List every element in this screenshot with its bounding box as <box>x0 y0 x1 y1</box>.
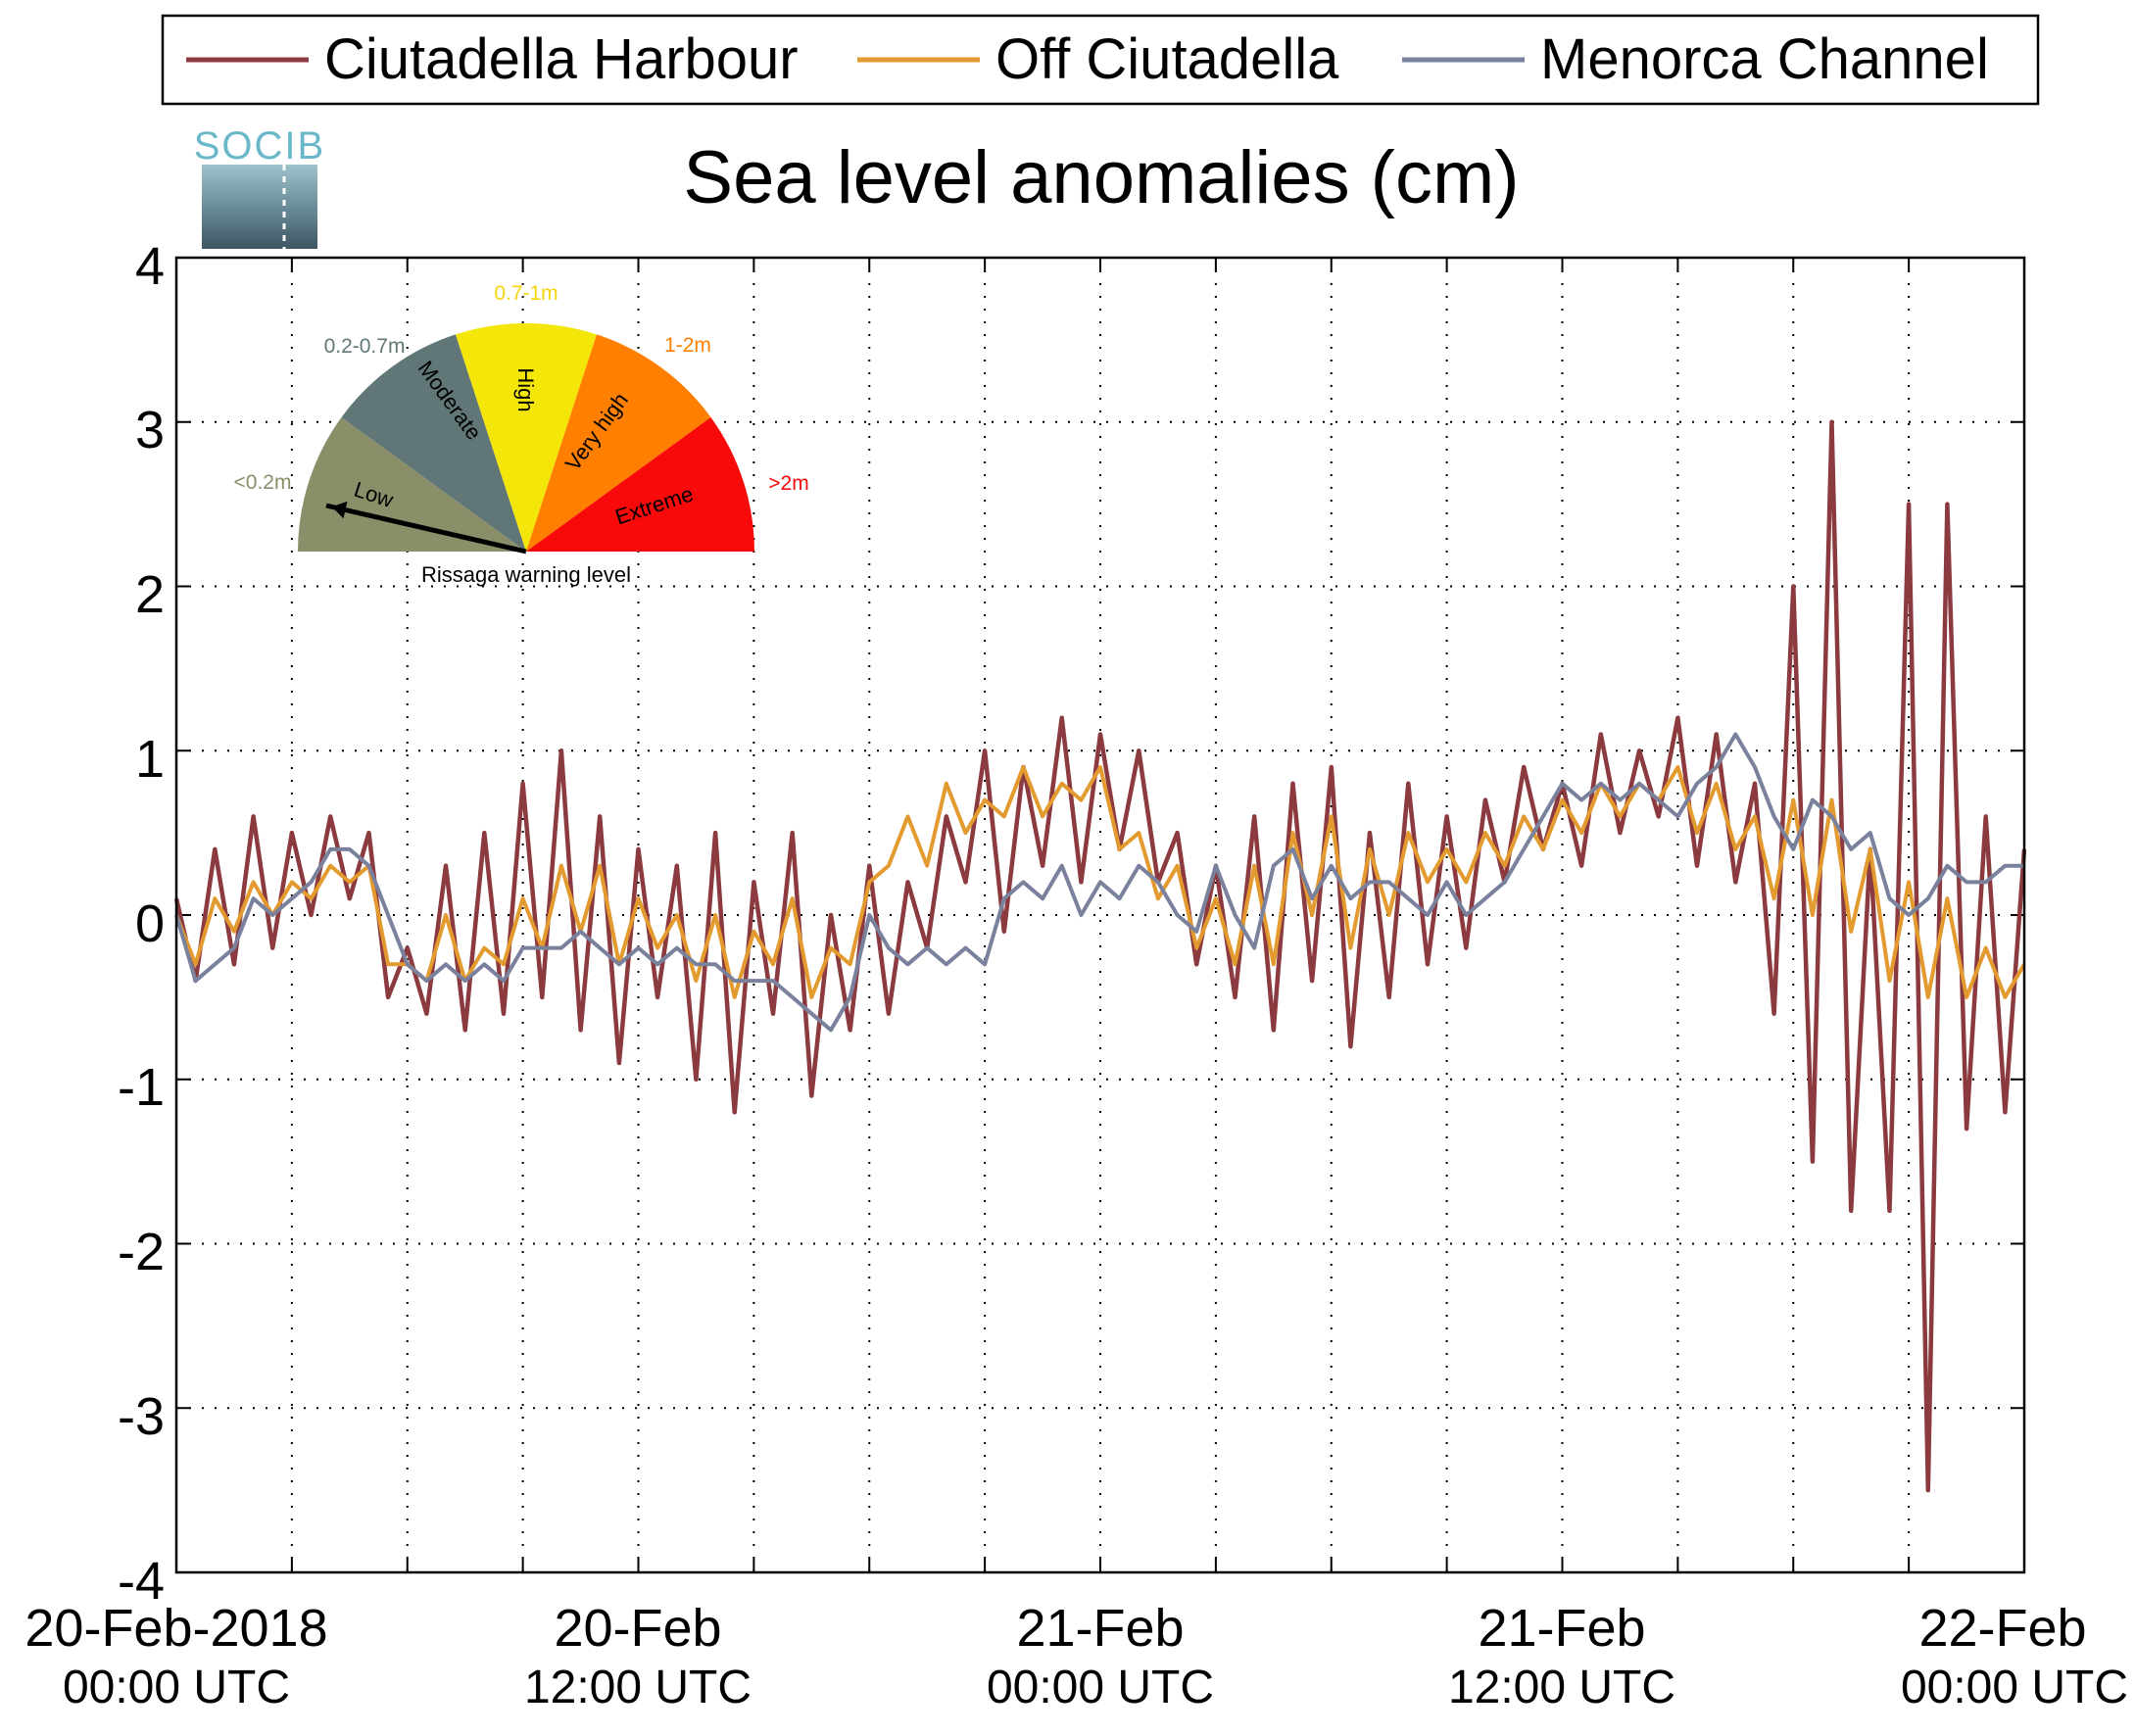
x-tick-label-date: 21-Feb <box>1016 1599 1184 1658</box>
y-tick-label: 2 <box>135 565 165 624</box>
x-tick-label-date: 22-Feb <box>1918 1599 2086 1658</box>
x-tick-label-time: 12:00 UTC <box>524 1662 752 1713</box>
legend-label-ciutadella-harbour: Ciutadella Harbour <box>324 27 799 91</box>
gauge-segment-high <box>456 322 597 552</box>
gauge-needle-arrowhead <box>331 501 348 519</box>
gauge-segment-extreme <box>526 417 754 552</box>
series-layer <box>173 419 2027 1493</box>
gauge-needle <box>325 503 527 555</box>
series-line-ciutadella-harbour <box>173 419 2027 1493</box>
gauge-label-high: High <box>513 367 538 411</box>
y-tick-labels: 4 3 2 1 0 -1 -2 -3 -4 <box>118 237 165 1611</box>
rissaga-gauge: Low Moderate High Very high Extreme <0.2… <box>234 282 809 587</box>
socib-logo: SOCIB <box>194 124 325 249</box>
gauge-segment-very-high <box>526 334 711 552</box>
x-tick-label-date: 20-Feb-2018 <box>24 1599 327 1658</box>
y-tick-label: 0 <box>135 894 165 953</box>
legend: Ciutadella Harbour Off Ciutadella Menorc… <box>161 14 2040 106</box>
x-tick-labels: 20-Feb-2018 00:00 UTC 20-Feb 12:00 UTC 2… <box>24 1599 2128 1713</box>
y-tick-label: -2 <box>118 1223 165 1281</box>
plot-frame <box>174 256 2026 1574</box>
x-tick-label-time: 00:00 UTC <box>1901 1662 2128 1713</box>
x-tick-label-time: 12:00 UTC <box>1448 1662 1675 1713</box>
x-tick-label-date: 20-Feb <box>554 1599 721 1658</box>
gauge-range-very-high: 1-2m <box>664 334 711 357</box>
x-tick-label-date: 21-Feb <box>1478 1599 1645 1658</box>
x-tick-label-time: 00:00 UTC <box>987 1662 1214 1713</box>
y-tick-label: -3 <box>118 1387 165 1446</box>
legend-box <box>161 14 2040 106</box>
grid <box>176 258 2024 1572</box>
logo-text: SOCIB <box>194 124 325 168</box>
gauge-range-extreme: >2m <box>768 472 808 495</box>
y-tick-label: -4 <box>118 1552 165 1611</box>
series-line-menorca-channel <box>174 732 2024 1033</box>
chart-title: Sea level anomalies (cm) <box>683 136 1519 219</box>
gauge-segment-low <box>298 417 526 552</box>
y-tick-label: 3 <box>135 401 165 459</box>
y-tick-label: 1 <box>135 730 165 789</box>
series-line-off-ciutadella <box>174 765 2026 999</box>
x-tick-label-time: 00:00 UTC <box>63 1662 290 1713</box>
logo-box <box>202 165 317 249</box>
gauge-range-moderate: 0.2-0.7m <box>324 335 406 358</box>
gauge-caption: Rissaga warning level <box>421 562 631 587</box>
legend-label-off-ciutadella: Off Ciutadella <box>995 27 1339 91</box>
y-tick-label: -1 <box>118 1058 165 1117</box>
gauge-range-high: 0.7-1m <box>494 282 558 305</box>
gauge-range-low: <0.2m <box>234 471 292 494</box>
y-tick-label: 4 <box>135 237 165 296</box>
legend-label-menorca-channel: Menorca Channel <box>1540 27 1989 91</box>
gauge-segment-moderate <box>341 334 526 552</box>
